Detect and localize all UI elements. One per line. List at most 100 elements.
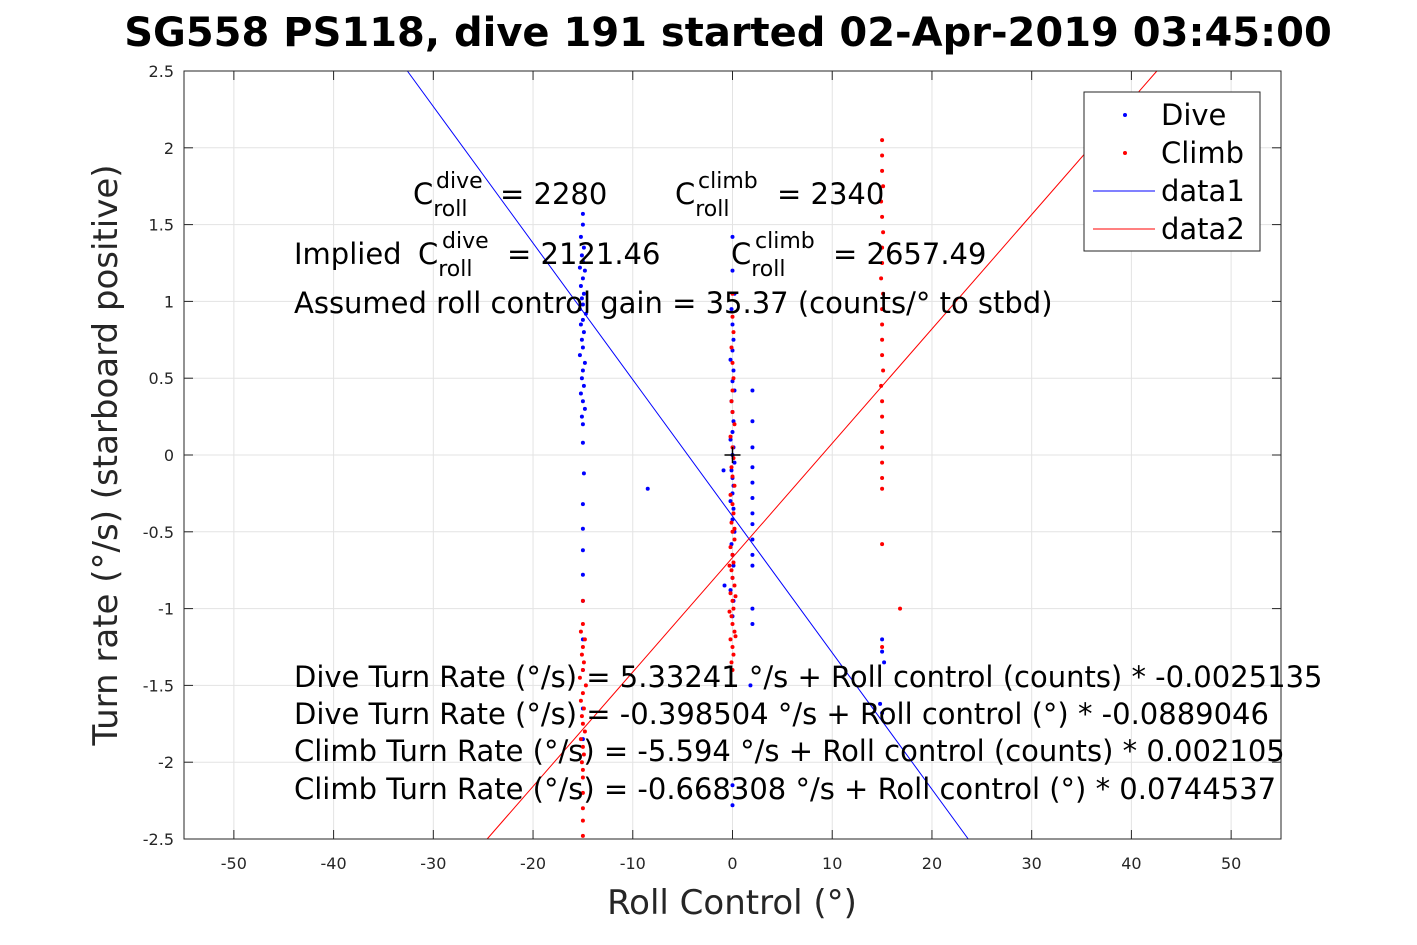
climb-point [729,660,734,665]
legend-data2-label: data2 [1161,212,1245,246]
dive-point [729,307,734,312]
legend-data1-label: data1 [1161,174,1245,208]
dive-point [578,322,583,327]
svg-text:Croll: Croll [675,177,730,222]
svg-text:Croll: Croll [418,237,473,282]
x-tick-label: 10 [822,854,842,873]
climb-point [579,760,584,765]
dive-point [578,391,583,396]
x-tick-label: 40 [1121,854,1141,873]
dive-point [748,683,753,688]
legend-dive-label: Dive [1161,98,1226,132]
dive-point [750,621,755,626]
svg-text:Croll: Croll [731,237,786,282]
climb-point [728,545,733,550]
origin-marker [724,447,741,463]
y-tick-label: -1.5 [143,676,174,695]
x-tick-label: -30 [420,854,446,873]
axis-ticks: -50 -40 -30 -20 -10 0 10 20 30 40 50-2.5-2-1.5-1-0… [143,62,1281,873]
climb-point [731,652,736,657]
y-tick-label: -2 [158,753,174,772]
climb-point [580,767,585,772]
climb-point [727,563,732,568]
dive-point [750,563,755,568]
dive-point [730,379,735,384]
climb-point [732,483,737,488]
climb-point [727,609,732,614]
fit-line-data2 [486,70,1158,840]
dive-point [581,471,586,476]
climb-point [580,775,585,780]
dive-point [582,406,587,411]
dive-point [582,360,587,365]
implied-dive-value: = 2121.46 [507,237,660,271]
climb-point [729,465,734,470]
dive-point [729,542,734,547]
climb-point [580,744,585,749]
y-tick-label: -2.5 [143,830,174,849]
dive-point [750,606,755,611]
legend: Dive Climb data1 data2 [1083,91,1261,252]
y-axis-label: Turn rate (°/s) (starboard positive) [86,164,126,746]
dive-point [580,259,585,264]
dive-point [581,330,586,335]
climb-point [731,330,736,335]
climb-point [580,833,585,838]
climb-point [730,668,735,673]
x-tick-label: 20 [922,854,942,873]
dive-point [579,376,584,381]
climb-point [733,594,738,599]
x-tick-label: -50 [221,854,247,873]
climb-point [730,645,735,649]
dive-point [577,353,582,358]
climb-point [880,476,885,481]
implied-climb-sup: climb [755,229,815,254]
climb-point [730,598,735,603]
climb-point [880,460,885,465]
annotation-gain: Assumed roll control gain = 35.37 (count… [294,286,1053,320]
climb-point [733,634,738,639]
dive-point [580,368,585,373]
annotation-implied: Implied Croll dive = 2121.46 Croll climb… [294,229,986,282]
dive-point [750,465,755,470]
dive-point [750,419,755,424]
c-climb-prefix: C [675,177,695,211]
climb-point [880,414,885,419]
climb-point [730,474,735,479]
climb-point [881,368,886,373]
dive-point [730,234,735,239]
svg-text:Croll: Croll [413,177,468,222]
dive-point [580,422,585,427]
climb-point [732,629,737,634]
climb-point [880,261,885,265]
climb-point [879,383,884,388]
climb-point [732,537,737,542]
climb-point [579,652,584,657]
dive-point [728,357,733,362]
climb-point [580,818,585,823]
y-tick-label: -1 [158,600,174,619]
dive-point [580,345,585,350]
dive-point [582,268,587,273]
climb-point [880,445,885,450]
climb-point [730,291,735,296]
dive-point [732,460,737,465]
dive-point [580,222,585,227]
dive-point [577,265,582,270]
x-tick-label: 0 [727,854,737,873]
dive-point [729,468,734,473]
climb-point [880,542,885,547]
legend-box [1083,91,1261,252]
implied-dive-sub: roll [438,257,472,282]
c-climb-sup: climb [698,169,758,194]
legend-climb-label: Climb [1161,136,1244,170]
chart-title: SG558 PS118, dive 191 started 02-Apr-201… [124,10,1332,56]
implied-climb-value: = 2657.49 [833,237,986,271]
climb-point [581,660,586,665]
c-climb-value: = 2340 [777,177,884,211]
implied-prefix: Implied [294,237,402,271]
dive-point [580,276,585,281]
climb-point [728,591,733,596]
climb-point [579,714,584,719]
